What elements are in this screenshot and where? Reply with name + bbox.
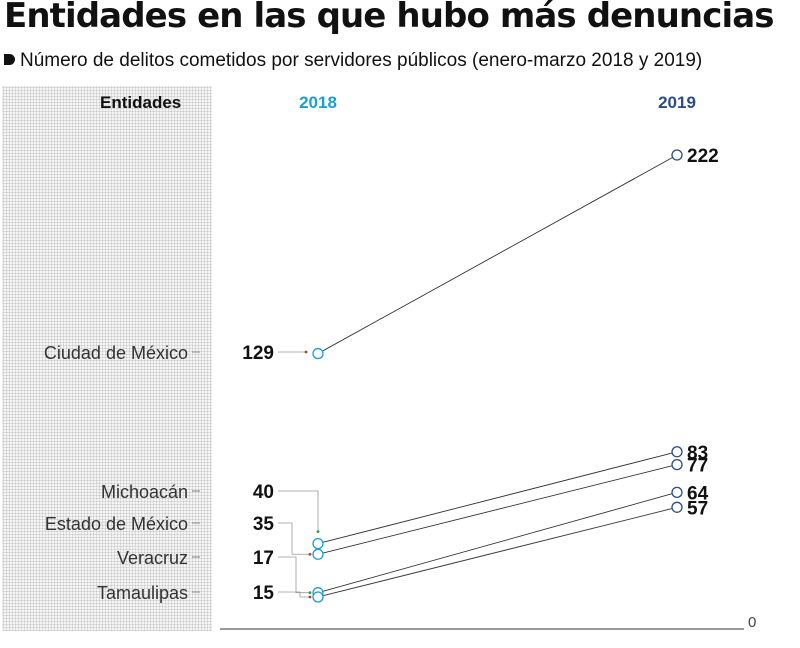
connector-end-michoacan (316, 530, 320, 533)
point-2019-tamaulipas (671, 501, 683, 513)
label-connectors (192, 350, 320, 599)
slope-line-michoacan (317, 451, 678, 545)
point-2019-ciudad-de-mexico (671, 149, 683, 161)
slope-line-estado-de-mexico (317, 464, 678, 555)
value-2018-michoacan: 40 (253, 482, 274, 503)
connector-end-veracruz (308, 591, 312, 595)
baseline-zero-label: 0 (748, 614, 756, 631)
header-2019: 2019 (658, 93, 696, 112)
value-2018-ciudad-de-mexico: 129 (242, 343, 274, 364)
entity-label-tamaulipas: Tamaulipas (97, 583, 188, 603)
point-2019-estado-de-mexico (671, 458, 683, 471)
entities-column-background (2, 86, 212, 631)
value-2019-ciudad-de-mexico: 222 (687, 146, 719, 167)
connector-michoacan (278, 490, 319, 532)
data-points (312, 149, 683, 603)
header-2018: 2018 (299, 93, 337, 112)
entity-label-ciudad-de-mexico: Ciudad de México (44, 343, 188, 363)
value-2018-veracruz: 17 (253, 548, 274, 569)
entity-label-veracruz: Veracruz (117, 548, 188, 568)
chart-title: Entidades en las que hubo más denuncias (4, 0, 775, 36)
entity-labels: 222 Ciudad de México 129 83 Michoacán 40 77 Est… (44, 146, 719, 604)
point-2018-ciudad-de-mexico (312, 347, 324, 360)
entity-label-estado-de-mexico: Estado de México (45, 514, 188, 534)
value-2018-estado-de-mexico: 35 (253, 514, 275, 535)
connector-end-estado-de-mexico (308, 552, 312, 556)
point-2019-michoacan (671, 446, 683, 458)
value-2019-veracruz: 64 (687, 483, 709, 504)
connector-tamaulipas (278, 591, 310, 598)
value-2019-tamaulipas: 57 (687, 498, 708, 519)
connector-end-ciudad-de-mexico (304, 350, 308, 354)
chart-subtitle: Número de delitos cometidos por servidor… (20, 50, 703, 71)
connector-end-tamaulipas (308, 595, 312, 599)
connector-estado-de-mexico (278, 522, 310, 555)
subtitle-row: Número de delitos cometidos por servidor… (4, 50, 702, 72)
value-2018-tamaulipas: 15 (253, 583, 275, 604)
connector-veracruz (278, 556, 310, 594)
slope-line-tamaulipas (317, 506, 678, 598)
slope-line-ciudad-de-mexico (317, 154, 678, 354)
value-2019-estado-de-mexico: 77 (687, 456, 708, 477)
value-2019-michoacan: 83 (687, 443, 708, 464)
header-entities: Entidades (100, 93, 181, 112)
slope-lines (317, 154, 678, 598)
entity-label-michoacan: Michoacán (101, 482, 188, 502)
bullet-icon (4, 54, 15, 65)
slope-line-veracruz (317, 491, 678, 594)
point-2018-estado-de-mexico (312, 548, 324, 560)
point-2019-veracruz (671, 486, 683, 499)
point-2018-michoacan (312, 537, 324, 550)
point-2018-tamaulipas (312, 591, 324, 603)
